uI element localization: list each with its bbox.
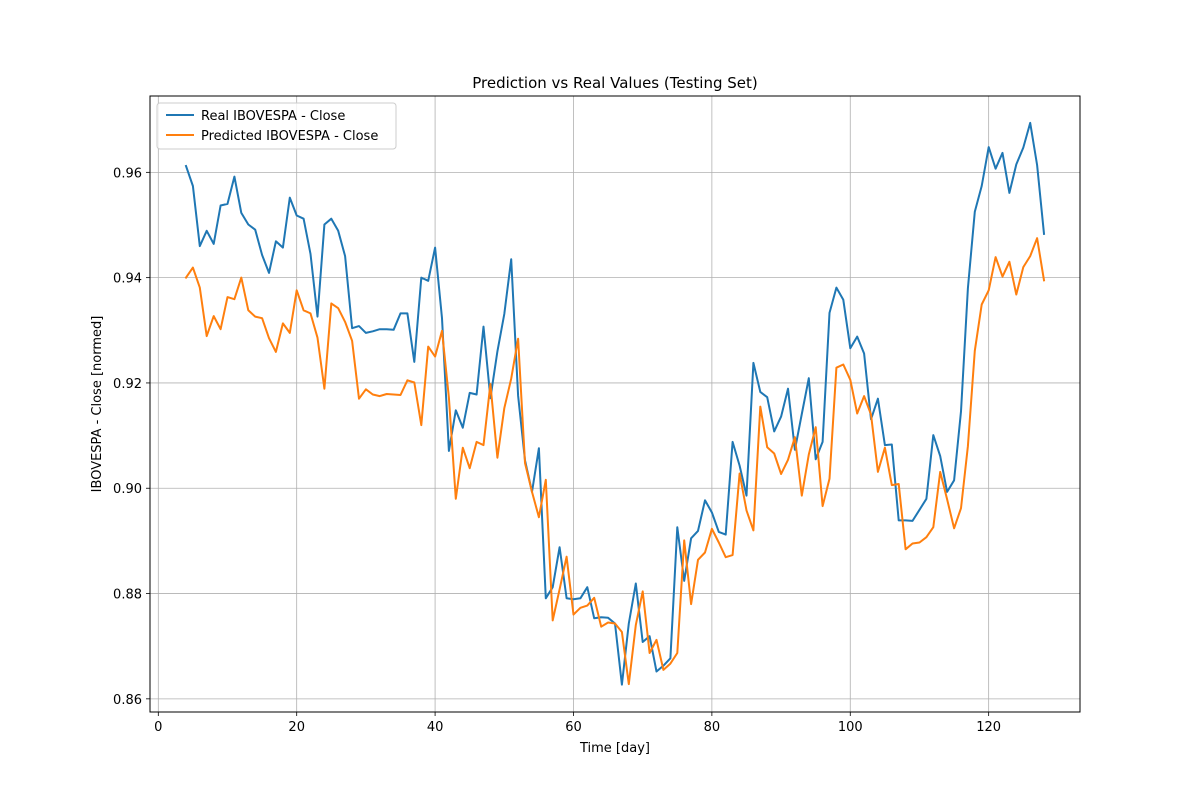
gridlines <box>150 96 1080 712</box>
legend-label-real: Real IBOVESPA - Close <box>201 109 345 124</box>
series-lines <box>184 121 1046 686</box>
y-axis-ticks: 0.86 0.88 0.90 0.92 0.94 0.96 <box>113 166 150 708</box>
legend-box <box>156 102 397 150</box>
x-tick-label: 120 <box>976 720 1001 735</box>
series-line-predicted <box>184 237 1046 686</box>
x-tick-label: 80 <box>704 720 721 735</box>
chart-title: Prediction vs Real Values (Testing Set) <box>472 74 757 92</box>
y-axis-label: IBOVESPA - Close [normed] <box>90 316 105 493</box>
y-tick-label: 0.96 <box>113 166 142 181</box>
legend: Real IBOVESPA - Close Predicted IBOVESPA… <box>156 102 397 150</box>
x-tick-label: 60 <box>565 720 582 735</box>
y-tick-label: 0.86 <box>113 693 142 708</box>
x-tick-label: 20 <box>288 720 305 735</box>
y-tick-label: 0.94 <box>113 272 142 287</box>
legend-label-predicted: Predicted IBOVESPA - Close <box>201 129 378 144</box>
x-axis-ticks: 0 20 40 60 80 100 120 <box>154 712 1001 735</box>
y-tick-label: 0.90 <box>113 482 142 497</box>
y-tick-label: 0.88 <box>113 588 142 603</box>
x-tick-label: 40 <box>427 720 444 735</box>
x-axis-label: Time [day] <box>579 741 650 756</box>
plot-frame <box>149 95 1081 713</box>
y-tick-label: 0.92 <box>113 377 142 392</box>
x-tick-label: 0 <box>154 720 162 735</box>
x-tick-label: 100 <box>838 720 863 735</box>
